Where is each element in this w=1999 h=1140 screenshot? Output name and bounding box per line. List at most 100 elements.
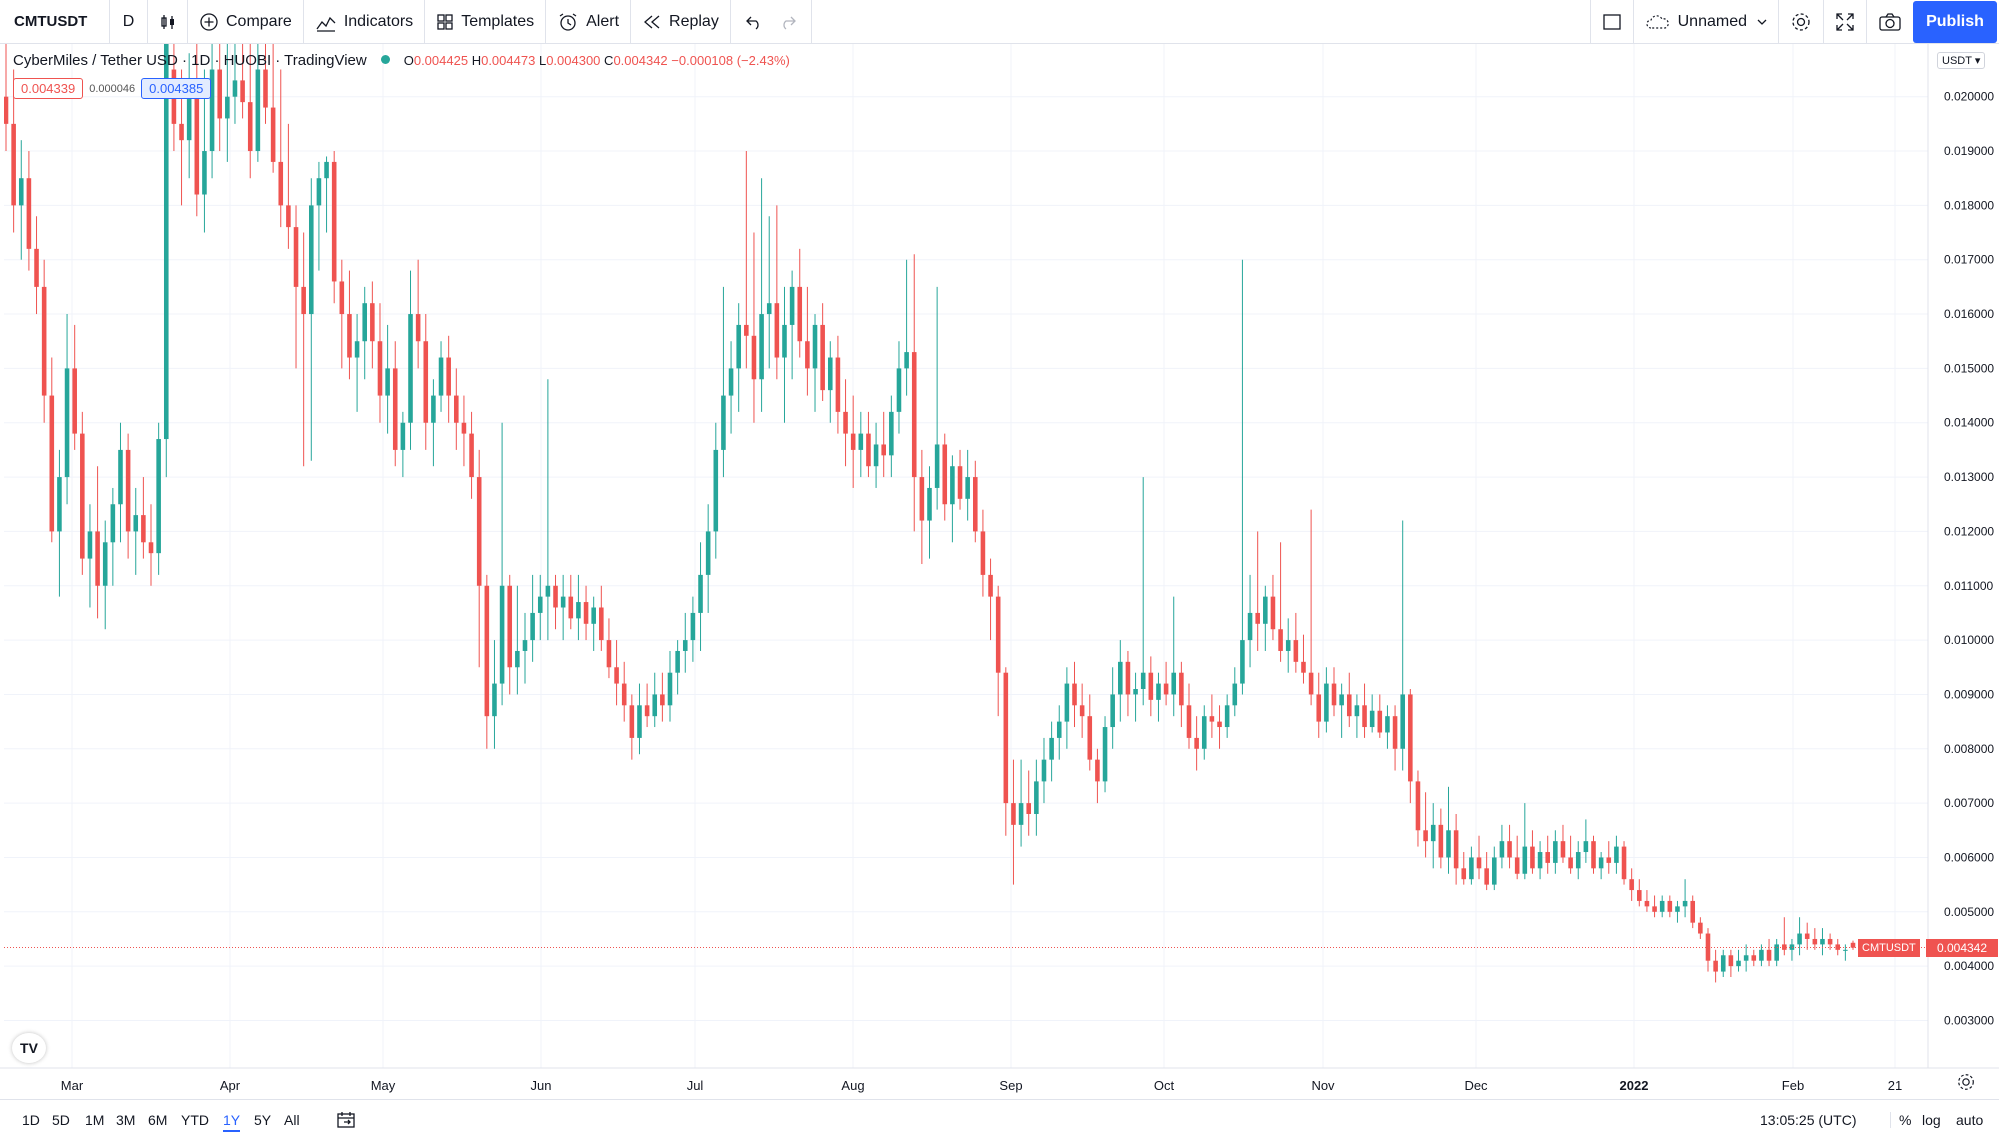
low-label: L [538, 53, 547, 68]
y-tick-label: 0.014000 [1944, 416, 1994, 430]
interval-label: D [122, 12, 135, 30]
candle-body [49, 395, 55, 532]
layout-name: Unnamed [1677, 13, 1747, 30]
currency-selector[interactable]: USDT ▾ [1937, 52, 1986, 69]
candle-body [705, 531, 711, 575]
candle-body [476, 477, 482, 586]
range-all[interactable]: All [284, 1112, 300, 1128]
candle-body [1545, 852, 1551, 863]
candle-body [537, 596, 543, 613]
candle-body [1446, 830, 1451, 858]
candle-body [148, 542, 154, 554]
last-price-label: 0.004342 [1926, 938, 1998, 957]
candle-body [179, 123, 184, 141]
candle-body [1568, 857, 1573, 869]
candle-body [217, 69, 222, 119]
candle-body [606, 640, 612, 668]
candle-body [1675, 906, 1680, 912]
candle-body [507, 585, 513, 668]
candle-body [286, 205, 291, 228]
candle-body [1201, 716, 1207, 749]
candle-body [1751, 955, 1757, 961]
candle-body [408, 314, 413, 423]
replay-label: Replay [669, 12, 719, 30]
go-to-date-icon[interactable] [336, 1111, 356, 1134]
tradingview-logo-icon[interactable]: TV [12, 1033, 46, 1063]
range-1m[interactable]: 1M [85, 1112, 105, 1128]
indicators-icon [315, 12, 337, 32]
candle-body [87, 531, 93, 559]
alert-button[interactable]: Alert [546, 0, 632, 44]
candle-body [1224, 705, 1230, 728]
range-ytd[interactable]: YTD [181, 1112, 209, 1128]
candle-body [1385, 716, 1390, 733]
publish-button[interactable]: Publish [1913, 1, 1997, 43]
candle-body [751, 335, 757, 380]
symbol-search-button[interactable]: CMTUSDT [0, 0, 110, 44]
layout-name-button[interactable]: Unnamed [1632, 0, 1778, 44]
layout-toggle-button[interactable] [1589, 0, 1633, 44]
axis-settings-gear-icon[interactable] [1956, 1072, 1976, 1097]
range-6m[interactable]: 6M [148, 1112, 168, 1128]
candle-body [1652, 906, 1657, 912]
utc-clock[interactable]: 13:05:25 (UTC) [1760, 1112, 1857, 1128]
candle-body [163, 44, 169, 440]
candle-body [4, 96, 9, 124]
candle-body [270, 107, 276, 162]
range-5y[interactable]: 5Y [254, 1112, 272, 1128]
plus-circle-icon [199, 12, 219, 32]
range-1d[interactable]: 1D [22, 1112, 40, 1128]
grid-icon [436, 13, 454, 31]
range-5d[interactable]: 5D [52, 1112, 70, 1128]
open-label: O [403, 53, 414, 68]
last-price-symbol-label: CMTUSDT [1858, 938, 1920, 957]
candle-body [95, 531, 100, 586]
candle-body [308, 205, 314, 315]
rewind-icon [642, 14, 662, 30]
candle-body [1140, 672, 1146, 690]
legend-ohlc: O0.004425 H0.004473 L0.004300 C0.004342 … [404, 53, 790, 68]
log-scale-toggle[interactable]: log [1922, 1112, 1941, 1128]
gear-icon [1790, 11, 1812, 33]
fullscreen-button[interactable] [1823, 0, 1866, 44]
candle-body [1003, 672, 1009, 804]
candle-body [736, 324, 741, 369]
candle-body [11, 123, 16, 206]
close-label: C [604, 53, 614, 68]
candle-body [1774, 944, 1779, 961]
redo-icon[interactable] [779, 14, 797, 30]
candle-body [1507, 841, 1512, 858]
candle-body [1423, 830, 1428, 842]
indicators-button[interactable]: Indicators [304, 0, 426, 44]
settings-button[interactable] [1778, 0, 1823, 44]
templates-button[interactable]: Templates [425, 0, 547, 44]
candle-body [1377, 710, 1383, 733]
candle-body [652, 694, 658, 717]
snapshot-button[interactable] [1866, 0, 1913, 44]
candle-body [599, 607, 604, 641]
price-chart[interactable]: 0.003000 0.004000 0.005000 0.006000 0.007000… [0, 0, 1999, 1099]
candle-body [1690, 900, 1696, 923]
chart-type-button[interactable] [148, 0, 188, 44]
candle-body [1125, 661, 1131, 695]
spread-value: 0.000046 [89, 82, 136, 95]
candle-body [118, 449, 123, 505]
interval-button[interactable]: D [110, 0, 148, 44]
replay-button[interactable]: Replay [631, 0, 731, 44]
undo-icon[interactable] [745, 14, 763, 30]
candle-body [331, 161, 337, 282]
compare-button[interactable]: Compare [188, 0, 304, 44]
sell-price-button[interactable]: 0.004339 [13, 78, 84, 99]
candle-body [583, 602, 589, 624]
candle-body [1728, 955, 1734, 967]
buy-price-button[interactable]: 0.004385 [141, 78, 212, 99]
candle-body [133, 515, 139, 532]
percent-scale-toggle[interactable]: % [1890, 1112, 1911, 1128]
range-3m[interactable]: 3M [116, 1112, 136, 1128]
candle-body [820, 324, 825, 391]
range-1y[interactable]: 1Y [223, 1112, 241, 1132]
candle-body [1041, 759, 1047, 782]
candle-body [1644, 900, 1650, 907]
auto-scale-toggle[interactable]: auto [1956, 1112, 1984, 1128]
y-tick-label: 0.013000 [1944, 470, 1994, 484]
